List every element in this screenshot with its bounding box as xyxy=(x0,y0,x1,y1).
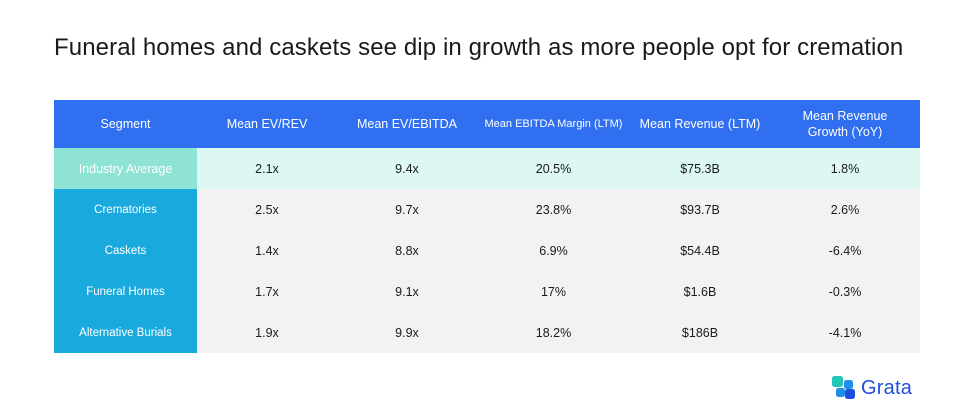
header-ev-rev: Mean EV/REV xyxy=(226,117,308,131)
header-revenue: Mean Revenue (LTM) xyxy=(639,117,761,131)
table-cell: $93.7B xyxy=(630,189,770,230)
table-cell: $54.4B xyxy=(630,230,770,271)
valuation-table: Segment Mean EV/REV Mean EV/EBITDA Mean … xyxy=(54,100,920,353)
table-cell: 2.1x xyxy=(197,148,337,189)
table-row: Caskets 1.4x 8.8x 6.9% $54.4B -6.4% xyxy=(54,230,920,271)
table-row: Funeral Homes 1.7x 9.1x 17% $1.6B -0.3% xyxy=(54,271,920,312)
table-cell: -4.1% xyxy=(770,312,920,353)
page-title: Funeral homes and caskets see dip in gro… xyxy=(54,34,904,61)
table-header-row: Segment Mean EV/REV Mean EV/EBITDA Mean … xyxy=(54,100,920,148)
grata-logo: Grata xyxy=(832,376,912,400)
table-cell: $186B xyxy=(630,312,770,353)
table-cell: 8.8x xyxy=(337,230,477,271)
table-cell: -0.3% xyxy=(770,271,920,312)
table-row-industry-average: Industry Average 2.1x 9.4x 20.5% $75.3B … xyxy=(54,148,920,189)
header-revenue-growth: Mean Revenue Growth (YoY) xyxy=(802,109,888,139)
table-cell: 2.5x xyxy=(197,189,337,230)
table-cell: 17% xyxy=(477,271,630,312)
table-cell: 6.9% xyxy=(477,230,630,271)
segment-cell: Alternative Burials xyxy=(54,312,197,353)
table-cell: 1.8% xyxy=(770,148,920,189)
table-cell: 23.8% xyxy=(477,189,630,230)
table-row: Crematories 2.5x 9.7x 23.8% $93.7B 2.6% xyxy=(54,189,920,230)
header-ev-ebitda: Mean EV/EBITDA xyxy=(356,117,458,131)
table-cell: 1.7x xyxy=(197,271,337,312)
segment-cell: Industry Average xyxy=(54,148,197,189)
table-cell: $75.3B xyxy=(630,148,770,189)
table-cell: 9.4x xyxy=(337,148,477,189)
table-cell: 9.1x xyxy=(337,271,477,312)
table-cell: 20.5% xyxy=(477,148,630,189)
table-cell: 18.2% xyxy=(477,312,630,353)
table-row: Alternative Burials 1.9x 9.9x 18.2% $186… xyxy=(54,312,920,353)
segment-cell: Caskets xyxy=(54,230,197,271)
header-segment: Segment xyxy=(100,117,151,131)
segment-cell: Crematories xyxy=(54,189,197,230)
table-cell: 9.9x xyxy=(337,312,477,353)
table-cell: 9.7x xyxy=(337,189,477,230)
segment-cell: Funeral Homes xyxy=(54,271,197,312)
grata-logo-icon xyxy=(832,376,855,399)
table-cell: -6.4% xyxy=(770,230,920,271)
table-cell: 2.6% xyxy=(770,189,920,230)
table-cell: 1.4x xyxy=(197,230,337,271)
table-cell: $1.6B xyxy=(630,271,770,312)
table-cell: 1.9x xyxy=(197,312,337,353)
grata-logo-text: Grata xyxy=(861,376,913,399)
header-ebitda-margin: Mean EBITDA Margin (LTM) xyxy=(484,118,623,130)
